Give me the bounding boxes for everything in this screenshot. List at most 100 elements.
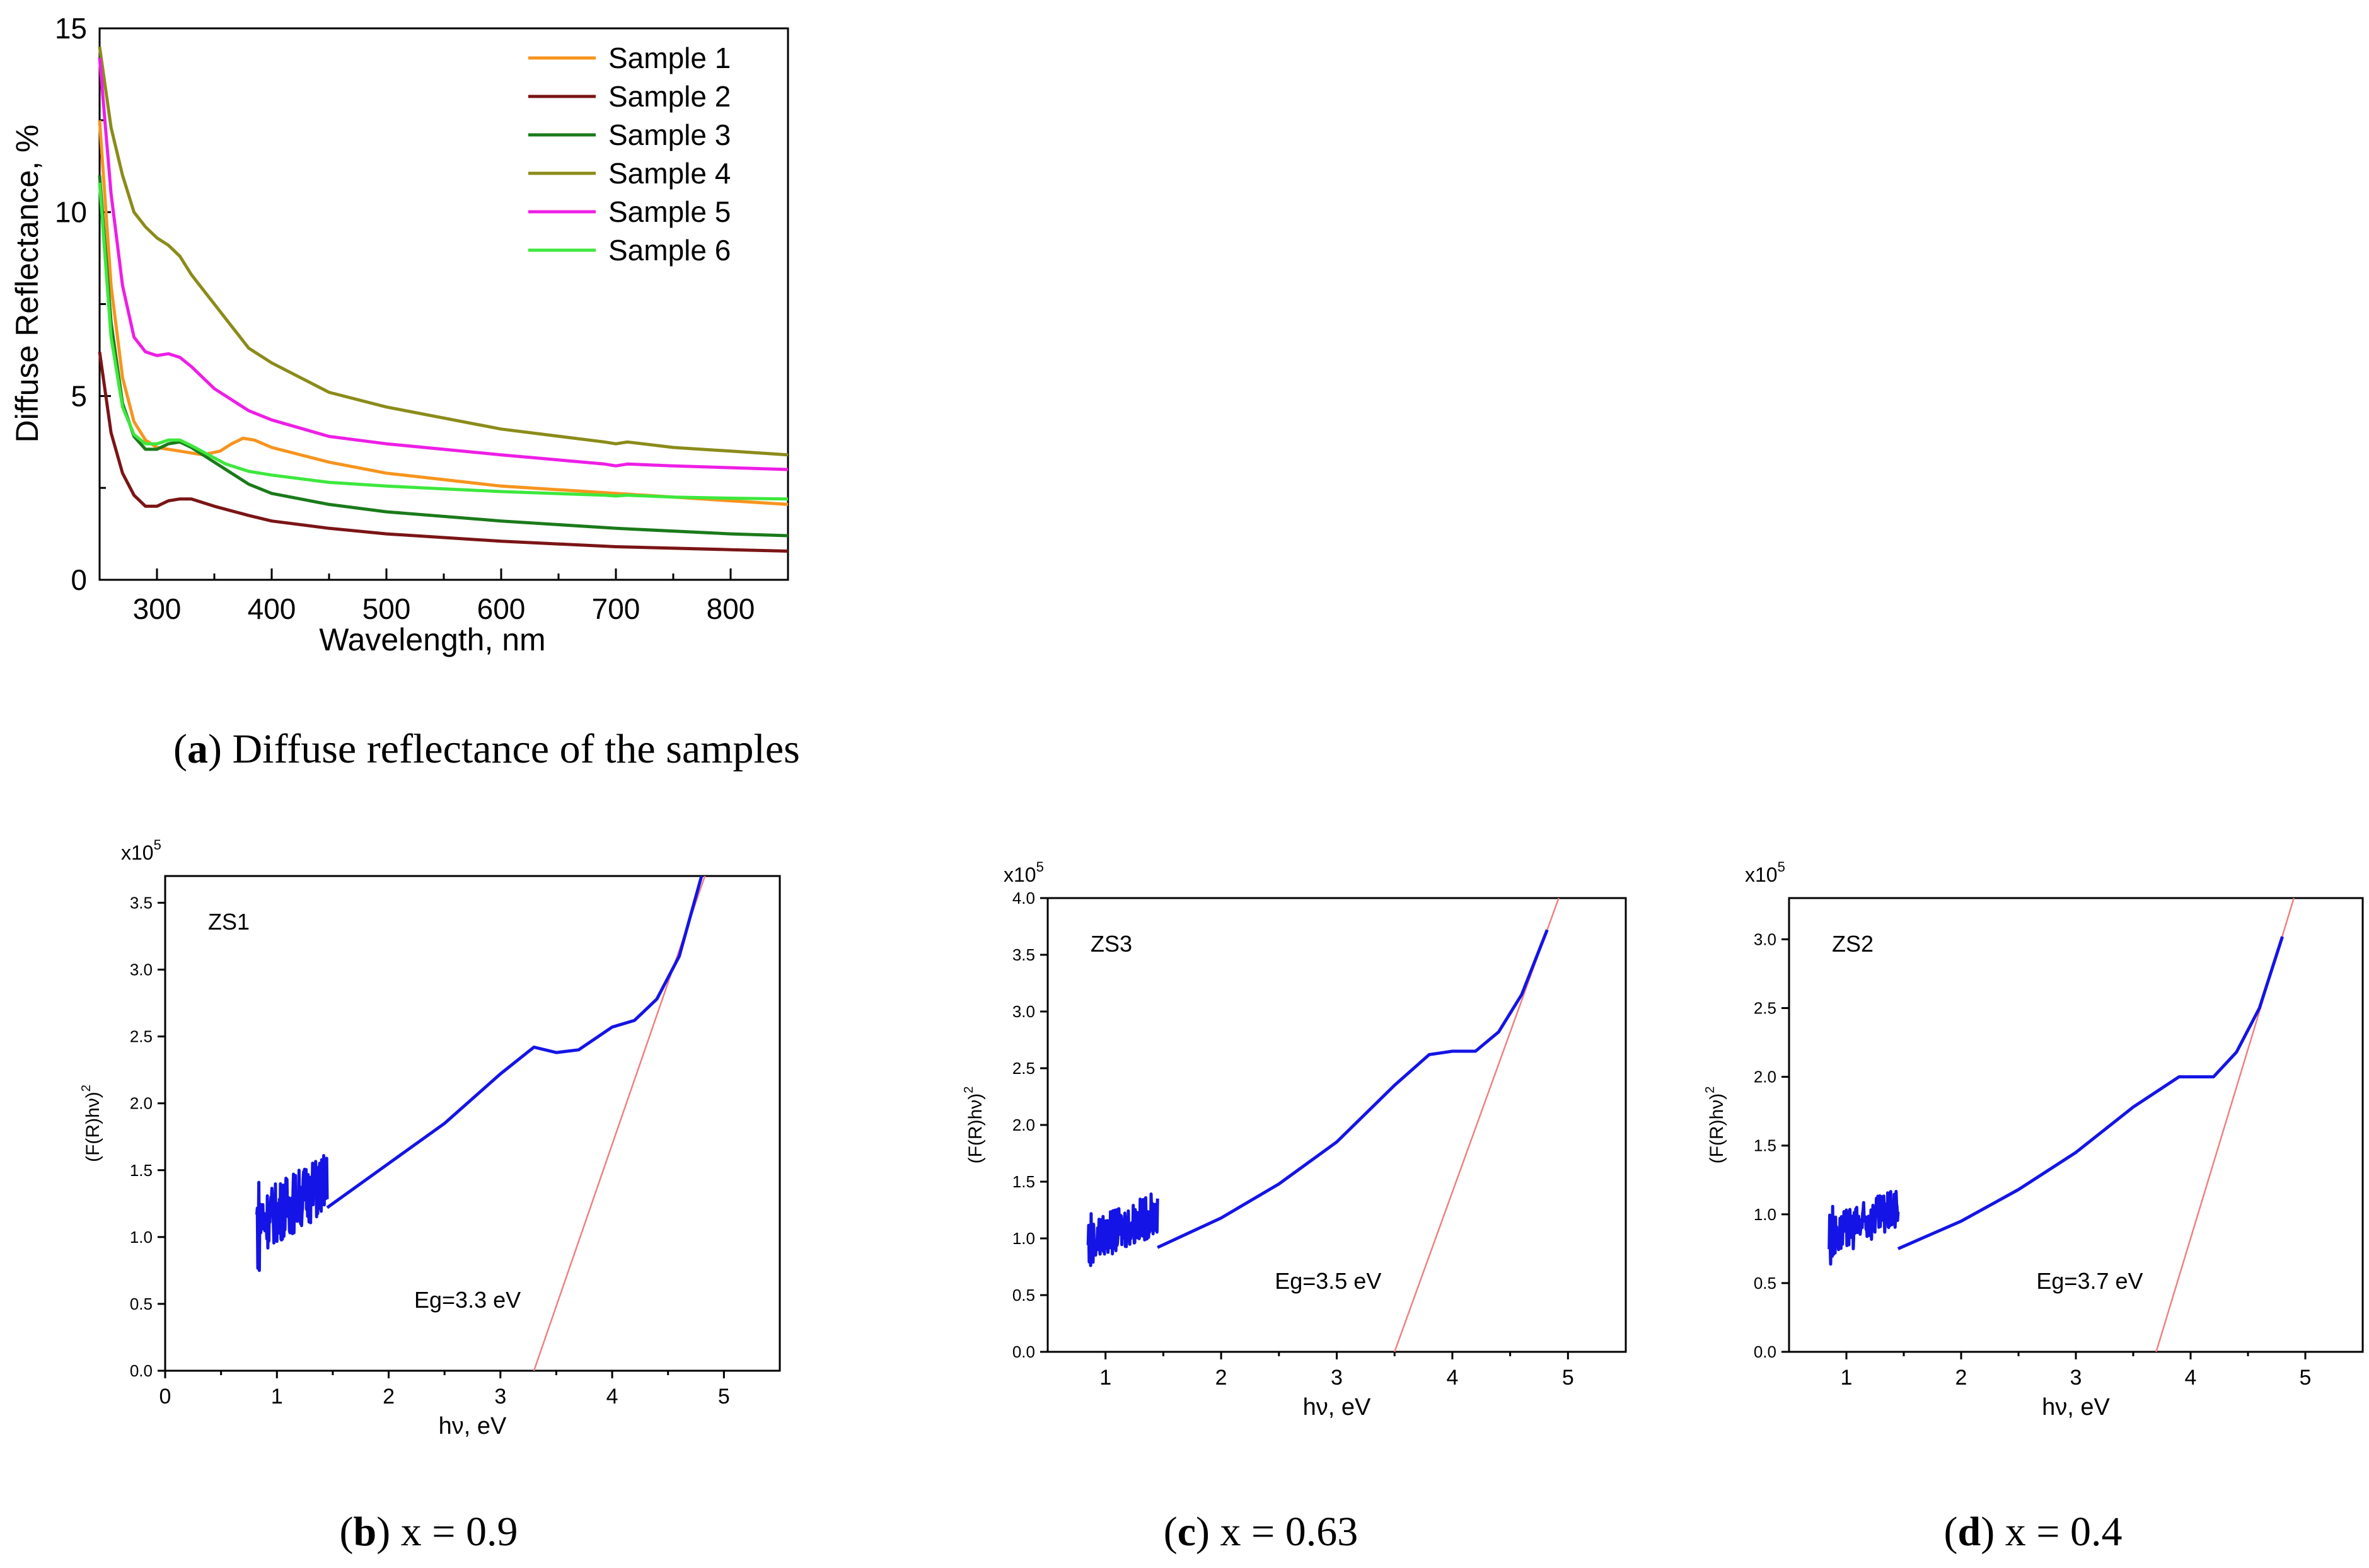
panel-d-x-tick-label: 3 — [2070, 1366, 2082, 1390]
panel-b-scale-base: x10 — [121, 841, 154, 864]
panel-b-y-tick-label: 3.0 — [130, 960, 153, 979]
panel-b-y-tick-label: 2.5 — [130, 1027, 153, 1046]
panel-b-scale-label: x105 — [121, 837, 161, 864]
panel-b-y-tick-label: 2.0 — [130, 1094, 153, 1113]
panel-b-y-tick-label: 1.0 — [130, 1228, 153, 1247]
panel-b-y-axis-title: (F(R)hν)2 — [79, 1085, 103, 1162]
panel-a-x-tick-label: 600 — [477, 592, 526, 625]
panel-b-y-axis-title-main: (F(R)hν) — [83, 1092, 103, 1162]
panel-a-x-tick-label: 300 — [133, 592, 182, 625]
panel-c-x-tick-label: 2 — [1215, 1366, 1227, 1390]
panel-c-caption-letter: c — [1178, 1509, 1196, 1555]
panel-b-caption-open: ( — [340, 1509, 354, 1555]
panel-c-y-axis-title: (F(R)hν)2 — [962, 1087, 986, 1164]
panel-d-y-axis-title-main: (F(R)hν) — [1706, 1093, 1727, 1164]
panel-b-caption-letter: b — [354, 1509, 377, 1555]
panel-a-caption-open: ( — [173, 726, 187, 772]
panel-d-x-tick-label: 2 — [1955, 1366, 1967, 1390]
panel-b-x-tick-label: 2 — [383, 1385, 395, 1409]
panel-c-y-axis-title-main: (F(R)hν) — [965, 1093, 986, 1164]
panel-d-caption-open: ( — [1944, 1509, 1958, 1555]
panel-c-scale-base: x10 — [1004, 863, 1036, 886]
panel-a-x-tick-label: 400 — [248, 592, 296, 625]
panel-b-x-tick-label: 0 — [159, 1385, 171, 1409]
panel-d-noisy-segment — [1827, 1190, 1900, 1266]
panel-d-y-tick-label: 2.0 — [1754, 1068, 1776, 1087]
panel-c-x-axis-title: hν, eV — [1303, 1394, 1371, 1421]
panel-b-linear-fit-line — [533, 876, 706, 1371]
panel-d-y-axis-title-exponent: 2 — [1703, 1087, 1717, 1093]
panel-d-caption-text: ) x = 0.4 — [1981, 1509, 2122, 1555]
panel-d-y-tick-label: 2.5 — [1754, 999, 1776, 1018]
panel-c-y-tick-label: 2.5 — [1012, 1059, 1035, 1078]
panel-d-x-tick-label: 4 — [2185, 1366, 2197, 1390]
panel-c-y-tick-label: 3.0 — [1012, 1002, 1035, 1021]
panel-d-x-tick-label: 1 — [1841, 1366, 1853, 1390]
panel-c-y-tick-label: 1.5 — [1012, 1172, 1035, 1191]
panel-a-caption: (a) Diffuse reflectance of the samples — [173, 726, 800, 772]
panel-d-scale-label: x105 — [1745, 859, 1785, 886]
panel-b-eg-label: Eg=3.3 eV — [414, 1287, 521, 1313]
panel-b-x-axis-title: hν, eV — [439, 1413, 507, 1439]
panel-c-y-tick-label: 2.0 — [1012, 1115, 1035, 1134]
panel-a-series — [98, 46, 789, 553]
panel-d-y-tick-label: 1.5 — [1754, 1136, 1776, 1155]
panel-c-tauc-curve — [1157, 929, 1549, 1249]
panel-c-caption: (c) x = 0.63 — [1164, 1509, 1358, 1555]
panel-b-y-tick-label: 3.5 — [130, 893, 153, 912]
panel-d-tauc-curve — [1897, 936, 2284, 1250]
panel-b-x-tick-label: 1 — [271, 1385, 283, 1409]
panel-c-sample-label: ZS3 — [1091, 931, 1132, 957]
panel-a-caption-letter: a — [187, 726, 208, 772]
series-line-sample-5 — [98, 57, 789, 471]
panel-b-plot-frame — [164, 875, 781, 1372]
panel-d-tauc-plot: 1 2 3 4 50.00.51.01.52.02.53.0x105(F(R)hν)2h… — [1703, 859, 2364, 1555]
panel-d-eg-label: Eg=3.7 eV — [2036, 1268, 2143, 1294]
panel-a-x-tick-label: 800 — [707, 592, 755, 625]
panel-a-y-axis-title: Diffuse Reflectance, % — [9, 125, 45, 443]
panel-b-x-tick-label: 3 — [494, 1385, 506, 1409]
legend-label-sample-5: Sample 5 — [608, 195, 731, 228]
series-line-sample-2 — [98, 351, 789, 553]
panel-c-scale-exponent: 5 — [1036, 859, 1044, 875]
panel-b-x-tick-label: 5 — [718, 1385, 730, 1409]
series-line-sample-1 — [98, 120, 789, 506]
panel-b-tauc-plot: 0 1 2 3 4 50.00.51.01.52.02.53.03.5x105(F(R)h… — [79, 837, 781, 1555]
panel-a-caption-text: ) Diffuse reflectance of the samples — [208, 726, 800, 772]
panel-b-plot-area — [255, 876, 706, 1371]
panel-d-y-tick-label: 0.0 — [1754, 1342, 1776, 1361]
panel-d-sample-label: ZS2 — [1832, 931, 1874, 957]
panel-c-scale-label: x105 — [1004, 859, 1044, 886]
panel-c-y-tick-label: 1.0 — [1012, 1229, 1035, 1248]
panel-b-caption-text: ) x = 0.9 — [376, 1509, 518, 1555]
legend-label-sample-2: Sample 2 — [608, 80, 731, 113]
panel-c-y-tick-label: 4.0 — [1012, 889, 1035, 908]
panel-d-y-axis-title: (F(R)hν)2 — [1703, 1087, 1727, 1164]
panel-b-x-tick-label: 4 — [606, 1385, 618, 1409]
panel-b-noisy-segment — [255, 1154, 329, 1272]
panel-d-plot-area — [1827, 898, 2295, 1352]
panel-b-y-tick-label: 0.5 — [130, 1294, 153, 1313]
panel-c-y-tick-label: 0.5 — [1012, 1286, 1035, 1305]
panel-a-y-tick-label: 5 — [71, 379, 87, 412]
panel-c-noisy-segment — [1086, 1192, 1159, 1267]
panel-d-x-tick-label: 5 — [2300, 1366, 2312, 1390]
panel-d-y-tick-label: 3.0 — [1754, 930, 1776, 948]
panel-b-caption: (b) x = 0.9 — [340, 1509, 518, 1555]
panel-d-caption-letter: d — [1958, 1509, 1981, 1555]
panel-d-x-axis-title: hν, eV — [2042, 1394, 2110, 1421]
panel-b-scale-exponent: 5 — [154, 837, 161, 853]
panel-c-x-tick-label: 4 — [1446, 1366, 1458, 1390]
panel-a-y-tick-label: 0 — [71, 563, 87, 596]
panel-b-y-axis-title-exponent: 2 — [79, 1085, 93, 1092]
legend-label-sample-1: Sample 1 — [608, 42, 731, 74]
series-line-sample-4 — [98, 46, 789, 457]
panel-c-x-tick-label: 5 — [1562, 1366, 1574, 1390]
legend-label-sample-6: Sample 6 — [608, 234, 731, 267]
panel-b-tauc-curve — [326, 876, 704, 1209]
panel-d-y-tick-label: 0.5 — [1754, 1274, 1776, 1293]
panel-a-x-axis-title: Wavelength, nm — [319, 622, 545, 657]
panel-d-scale-base: x10 — [1745, 863, 1778, 886]
panel-c-tauc-plot: 1 2 3 4 50.00.51.01.52.02.53.03.54.0x105(F(R… — [962, 859, 1627, 1555]
